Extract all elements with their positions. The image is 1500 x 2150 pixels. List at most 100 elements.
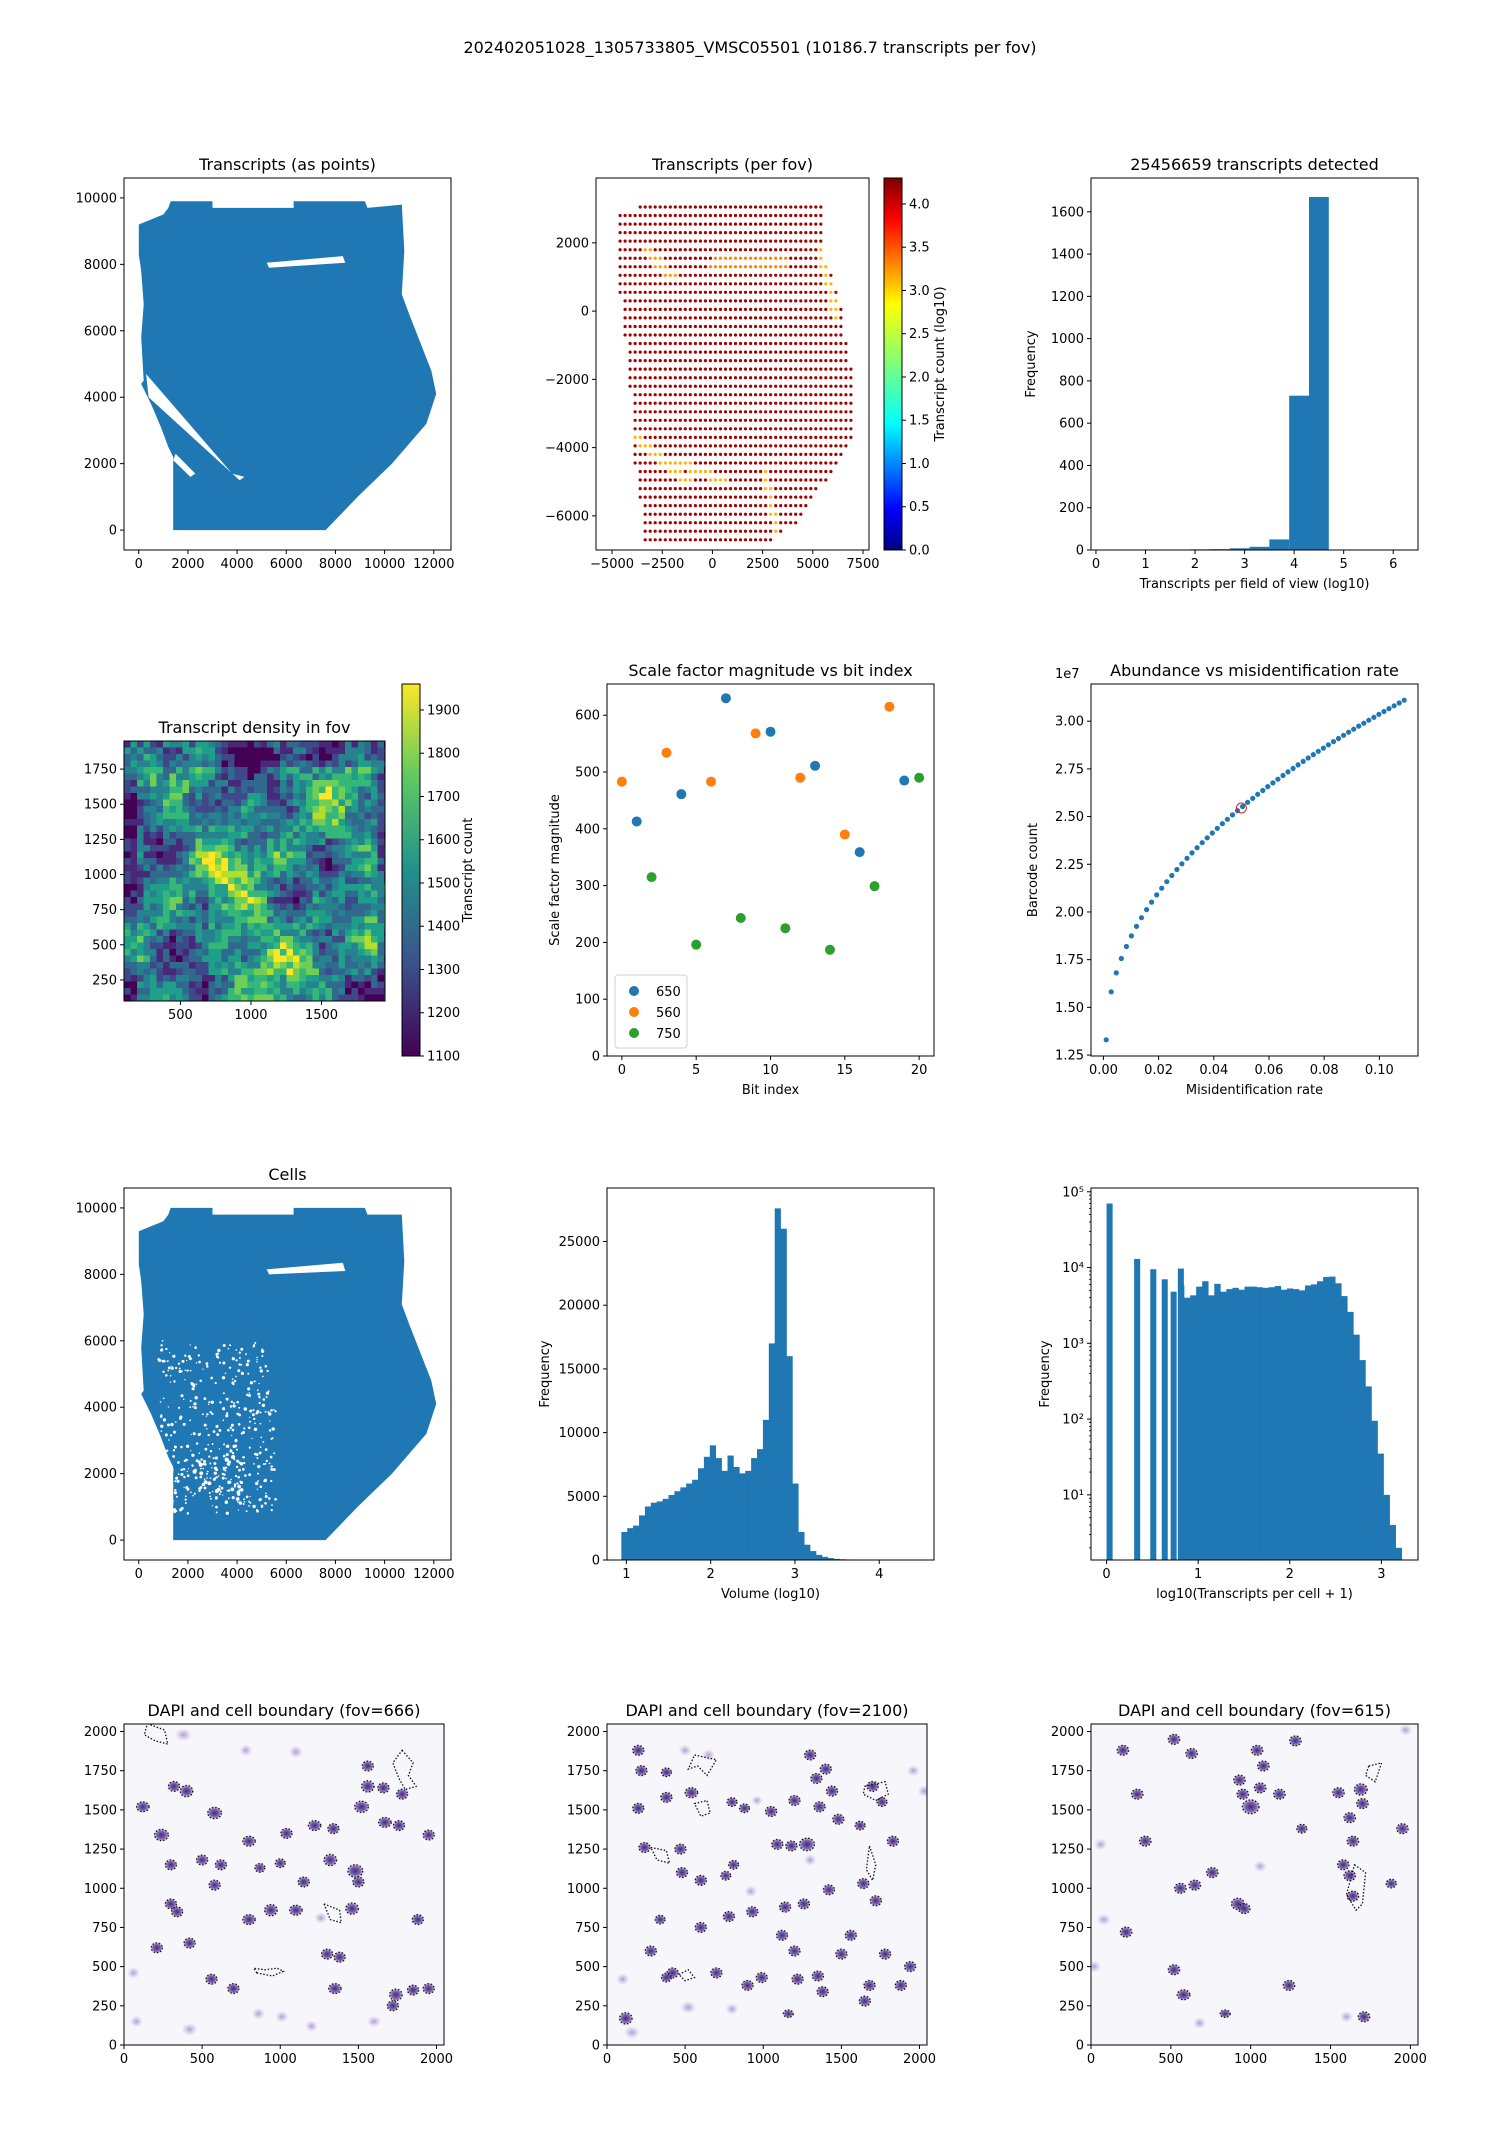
cell-gap — [274, 1497, 277, 1501]
density-cell — [280, 968, 287, 976]
density-cell — [286, 747, 294, 755]
fov-point — [663, 324, 667, 329]
cell-gap — [273, 1409, 276, 1411]
fov-point — [693, 444, 698, 448]
fov-point — [769, 521, 773, 525]
density-cell — [325, 780, 333, 787]
density-cell — [228, 910, 235, 917]
fov-point — [849, 393, 853, 397]
fov-point — [804, 469, 808, 474]
fov-point — [628, 265, 632, 269]
fov-point — [623, 324, 627, 329]
cell-gap — [171, 1366, 174, 1370]
fov-point — [698, 427, 703, 431]
cell-boundary — [1346, 1890, 1360, 1902]
fov-point — [693, 427, 698, 431]
fov-point — [749, 376, 753, 380]
fov-point — [809, 444, 813, 448]
fov-point — [683, 324, 687, 329]
density-cell — [156, 799, 164, 807]
fov-point — [643, 427, 647, 431]
density-cell — [299, 884, 307, 891]
count-bar — [1323, 1277, 1330, 1560]
cell-gap — [184, 1379, 186, 1381]
fov-point — [804, 350, 808, 354]
cell-boundary — [878, 1948, 892, 1960]
density-colorbar: 110012001300140015001600170018001900Tran… — [401, 683, 476, 1065]
fov-point — [733, 282, 738, 286]
fov-point — [678, 504, 682, 508]
nucleus — [181, 2022, 198, 2036]
density-cell — [260, 975, 268, 982]
cell-gap — [256, 1358, 258, 1361]
cell-gap — [214, 1496, 218, 1500]
cell-boundary — [406, 1984, 420, 1996]
density-cell — [202, 929, 209, 937]
density-cell — [215, 942, 222, 950]
cell-gap — [206, 1365, 209, 1368]
density-cell — [247, 806, 255, 813]
colorbar-tick-label: 1800 — [427, 747, 460, 762]
density-cell — [280, 858, 287, 865]
y-tick-label: 750 — [92, 903, 117, 918]
cell-gap — [199, 1432, 202, 1435]
fov-point — [839, 307, 843, 311]
nucleus — [263, 1903, 279, 1917]
nucleus — [616, 1973, 630, 1986]
fov-point — [673, 504, 677, 508]
fov-point — [794, 401, 798, 405]
density-cell — [371, 858, 378, 865]
density-cell — [202, 975, 209, 982]
density-cell — [299, 949, 307, 956]
density-cell — [273, 786, 281, 794]
fov-point — [728, 333, 733, 337]
density-cell — [228, 955, 235, 963]
fov-point — [774, 333, 778, 337]
fov-point — [643, 512, 647, 516]
cell-boundary — [1188, 1879, 1202, 1891]
density-cell — [332, 754, 339, 761]
density-cell — [358, 903, 365, 911]
density-cell — [280, 832, 287, 839]
density-cell — [371, 962, 378, 969]
fov-point — [733, 504, 738, 508]
density-cell — [280, 884, 287, 891]
density-cell — [312, 910, 320, 917]
cell-gap — [270, 1465, 273, 1468]
fov-point — [668, 495, 672, 499]
fov-point — [829, 435, 833, 439]
fov-point — [754, 529, 758, 533]
fov-point — [759, 393, 763, 397]
nucleus — [135, 1800, 151, 1813]
density-cell — [169, 884, 177, 891]
density-cell — [364, 832, 372, 839]
cell-gap — [231, 1452, 235, 1455]
fov-point — [698, 333, 703, 337]
fov-point — [663, 299, 667, 303]
y-tick-label: 800 — [1059, 374, 1084, 389]
density-cell — [358, 799, 365, 807]
volume-bar — [721, 1470, 728, 1560]
x-tick-label: 3 — [1240, 557, 1248, 572]
fov-point — [653, 512, 657, 516]
density-cell — [176, 923, 183, 930]
density-cell — [345, 968, 352, 976]
fov-point — [839, 367, 843, 371]
cell-gap — [261, 1403, 266, 1408]
density-cell — [254, 910, 261, 917]
cell-boundary — [778, 1901, 792, 1913]
fov-point — [784, 410, 788, 414]
density-cell — [254, 929, 261, 937]
cell-gap — [259, 1446, 262, 1448]
density-cell — [293, 916, 300, 924]
cell-boundary — [869, 1895, 882, 1907]
nucleus — [254, 1862, 266, 1873]
fov-point — [779, 307, 783, 311]
cell-gap — [215, 1505, 218, 1509]
density-cell — [163, 858, 170, 865]
fov-point — [718, 299, 723, 303]
fov-point — [759, 495, 763, 499]
cell-gap — [202, 1459, 207, 1463]
cell-gap — [231, 1496, 235, 1500]
fov-point — [738, 367, 743, 371]
